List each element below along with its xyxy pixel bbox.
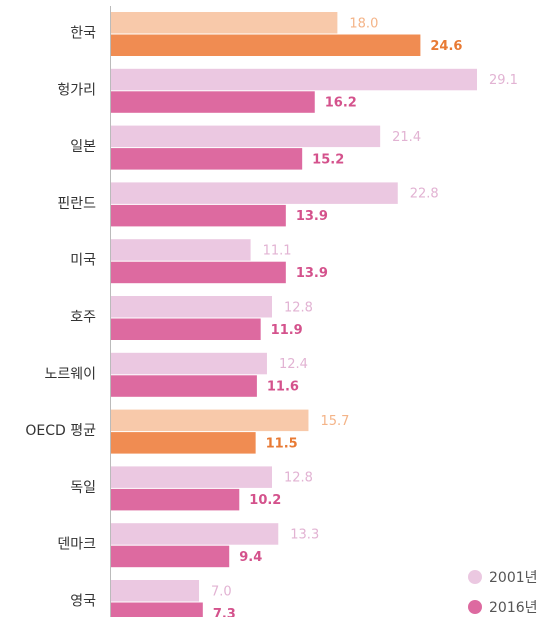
bar <box>111 148 303 170</box>
bar <box>111 34 421 56</box>
bar <box>111 523 279 545</box>
bar <box>111 409 309 432</box>
value-label: 18.0 <box>349 16 378 31</box>
value-label: 11.5 <box>266 436 298 451</box>
value-label: 12.8 <box>284 300 313 315</box>
value-label: 12.8 <box>284 471 313 486</box>
bar <box>111 318 261 340</box>
value-label: 12.4 <box>279 357 308 372</box>
bar <box>111 296 272 318</box>
bar <box>111 91 315 113</box>
bar <box>111 12 338 34</box>
bar <box>111 204 286 227</box>
bar <box>111 375 257 397</box>
value-label: 15.2 <box>312 152 344 167</box>
category-label: 핀란드 <box>57 196 96 212</box>
value-label: 16.2 <box>325 96 357 111</box>
value-label: 29.1 <box>489 73 518 88</box>
value-label: 7.0 <box>211 584 232 599</box>
category-label: 덴마크 <box>57 537 96 553</box>
value-label: 11.9 <box>271 323 303 338</box>
value-label: 15.7 <box>320 414 349 429</box>
value-label: 13.3 <box>290 527 319 542</box>
value-label: 11.1 <box>263 243 292 258</box>
value-label: 24.6 <box>430 39 462 54</box>
value-label: 7.3 <box>213 607 236 617</box>
category-label: 일본 <box>70 139 96 155</box>
bar <box>111 602 203 617</box>
bar <box>111 125 381 148</box>
category-label: 노르웨이 <box>44 366 96 382</box>
bar <box>111 68 477 91</box>
value-label: 13.9 <box>296 209 328 224</box>
bar <box>111 466 272 488</box>
category-label: 영국 <box>70 594 96 610</box>
bar <box>111 352 267 375</box>
legend-label: 2001년 <box>489 570 538 586</box>
value-label: 11.6 <box>267 380 299 395</box>
legend-swatch <box>468 600 482 614</box>
category-label: OECD 평균 <box>25 423 96 439</box>
value-label: 9.4 <box>239 550 262 565</box>
value-label: 13.9 <box>296 266 328 281</box>
value-label: 21.4 <box>392 130 421 145</box>
bar <box>111 182 398 204</box>
value-label: 10.2 <box>249 493 281 508</box>
category-label: 미국 <box>70 253 96 269</box>
legend-swatch <box>468 570 482 584</box>
legend-label: 2016년 <box>489 600 538 616</box>
bar <box>111 545 230 568</box>
category-label: 한국 <box>70 26 96 42</box>
bar <box>111 261 286 284</box>
category-label: 독일 <box>70 480 96 496</box>
bar <box>111 580 200 602</box>
bar <box>111 239 251 261</box>
category-label: 호주 <box>70 310 96 326</box>
bar <box>111 432 256 454</box>
bar <box>111 488 240 511</box>
value-label: 22.8 <box>410 187 439 202</box>
category-label: 헝가리 <box>57 82 96 98</box>
